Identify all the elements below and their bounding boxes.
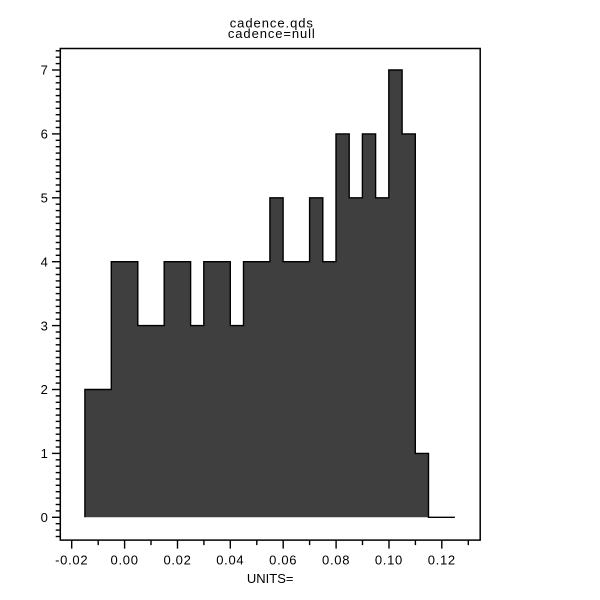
svg-text:-0.02: -0.02 — [55, 553, 88, 568]
svg-text:1: 1 — [41, 446, 48, 461]
svg-text:cadence.qds: cadence.qds — [230, 15, 314, 30]
svg-text:6: 6 — [41, 127, 48, 142]
svg-text:0.04: 0.04 — [216, 553, 244, 568]
svg-text:0.10: 0.10 — [375, 553, 403, 568]
svg-text:0.08: 0.08 — [322, 553, 350, 568]
svg-text:2: 2 — [41, 382, 48, 397]
svg-text:7: 7 — [41, 63, 48, 78]
svg-text:0: 0 — [41, 510, 48, 525]
svg-text:UNITS=: UNITS= — [247, 571, 294, 586]
svg-text:4: 4 — [41, 254, 48, 269]
svg-text:3: 3 — [41, 318, 48, 333]
svg-text:0.06: 0.06 — [269, 553, 297, 568]
svg-text:0.00: 0.00 — [111, 553, 139, 568]
svg-text:5: 5 — [41, 191, 48, 206]
svg-text:cadence=null: cadence=null — [228, 26, 316, 41]
svg-text:0.12: 0.12 — [428, 553, 456, 568]
svg-text:0.02: 0.02 — [163, 553, 191, 568]
